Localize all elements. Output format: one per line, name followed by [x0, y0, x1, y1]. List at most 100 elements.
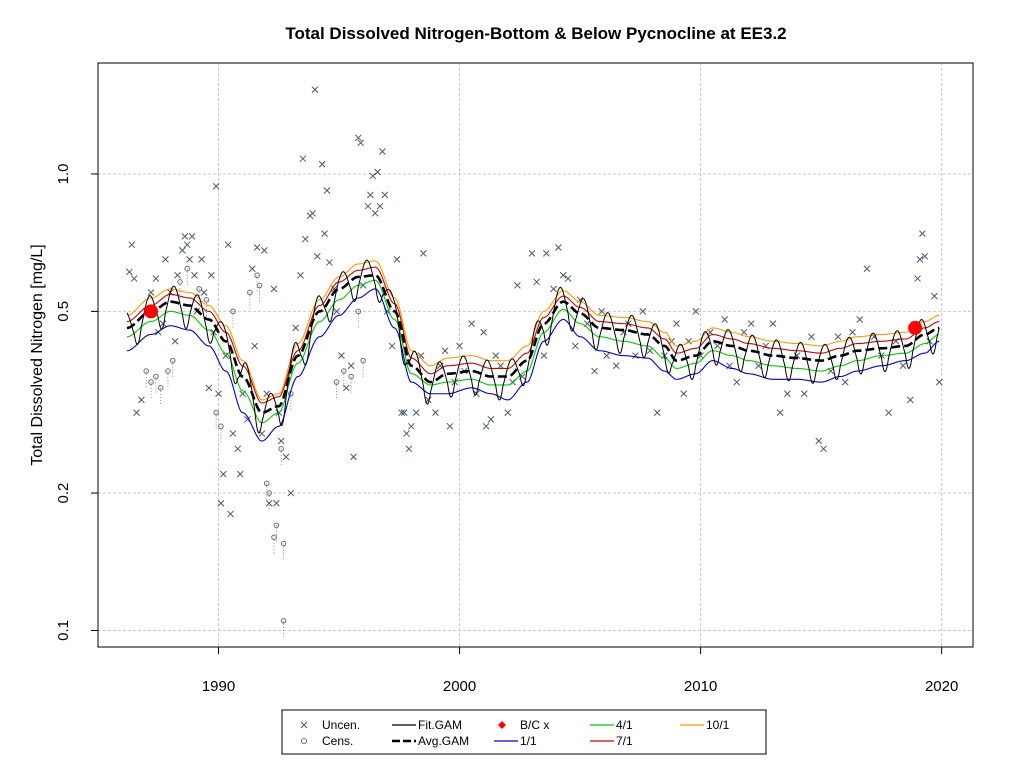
- uncensored-point: [200, 289, 208, 296]
- axes: 1990 2000 2010 2020 0.1 0.2 0.5 1.0: [55, 164, 958, 695]
- series-1-1: [126, 288, 940, 442]
- uncensored-point: [212, 182, 220, 190]
- uncensored-point: [755, 362, 762, 370]
- uncensored-point: [899, 362, 907, 370]
- x-tick-label: 1990: [202, 678, 235, 695]
- uncensored-point: [369, 172, 377, 180]
- legend-label: Uncen.: [322, 718, 360, 732]
- legend-symbol: [300, 721, 308, 729]
- censored-point: [280, 540, 287, 547]
- uncensored-point: [205, 384, 213, 392]
- uncensored-point: [680, 390, 688, 398]
- uncensored-point: [841, 378, 849, 386]
- x-tick-label: 2000: [443, 678, 476, 695]
- uncensored-point: [820, 445, 827, 453]
- uncensored-point: [863, 265, 871, 273]
- uncensored-point: [251, 342, 259, 350]
- uncensored-point: [906, 396, 914, 404]
- legend-label: 10/1: [706, 718, 730, 732]
- uncensored-point: [740, 328, 748, 336]
- uncensored-point: [885, 409, 892, 417]
- legend-label: 7/1: [616, 734, 633, 748]
- uncensored-point: [639, 308, 647, 315]
- uncensored-point: [393, 256, 401, 263]
- uncensored-point: [321, 230, 328, 238]
- uncensored-point: [721, 316, 729, 323]
- legend-symbol: [301, 738, 307, 744]
- uncensored-point: [540, 352, 548, 359]
- censored-point: [213, 409, 219, 416]
- bc-point: [908, 320, 923, 335]
- censored-point: [333, 379, 340, 385]
- uncensored-point: [388, 342, 396, 350]
- uncensored-point: [808, 333, 815, 341]
- x-tick-label: 2020: [925, 678, 958, 695]
- censored-point: [157, 385, 164, 391]
- uncensored-point: [374, 168, 381, 176]
- uncensored-point: [364, 202, 372, 210]
- uncensored-point: [646, 347, 654, 355]
- uncensored-point: [504, 409, 512, 417]
- uncensored-point: [487, 416, 495, 423]
- uncensored-point: [784, 390, 791, 398]
- uncensored-point: [441, 347, 449, 355]
- uncensored-point: [555, 244, 562, 251]
- censored-point: [266, 490, 272, 496]
- y-tick-label: 0.1: [55, 620, 72, 641]
- uncensored-point: [692, 308, 700, 315]
- uncensored-point: [260, 247, 268, 254]
- censored-point: [177, 279, 183, 285]
- censored-point: [196, 286, 203, 292]
- censored-point: [148, 379, 154, 385]
- uncensored-point: [217, 499, 225, 507]
- uncensored-point: [815, 437, 823, 445]
- uncensored-point: [162, 256, 169, 263]
- uncensored-point: [234, 445, 242, 453]
- uncensored-point: [603, 352, 610, 359]
- y-tick-label: 0.5: [55, 301, 72, 322]
- grid-lines: [98, 63, 973, 647]
- uncensored-point: [935, 378, 943, 386]
- uncensored-point: [282, 453, 290, 461]
- uncensored-point: [309, 209, 316, 217]
- uncensored-point: [432, 409, 439, 417]
- uncensored-point: [403, 430, 410, 437]
- legend-symbol: [498, 721, 506, 729]
- uncensored-point: [598, 308, 606, 315]
- uncensored-point: [236, 470, 244, 478]
- uncensored-point: [299, 155, 307, 163]
- legend-label: Fit.GAM: [418, 718, 462, 732]
- uncensored-point: [338, 352, 345, 359]
- uncensored-point: [849, 328, 856, 336]
- censored-point: [360, 357, 366, 364]
- uncensored-point: [542, 249, 550, 257]
- uncensored-point: [265, 499, 273, 507]
- uncensored-point: [350, 453, 357, 461]
- uncensored-point: [612, 362, 620, 370]
- uncensored-point: [931, 292, 938, 300]
- uncensored-point: [376, 202, 384, 210]
- uncensored-point: [301, 235, 309, 243]
- bc-point: [144, 304, 159, 319]
- uncensored-point: [357, 139, 365, 147]
- uncensored-point: [248, 265, 256, 273]
- uncensored-point: [181, 232, 189, 240]
- uncensored-point: [188, 232, 196, 240]
- uncensored-point: [125, 268, 133, 276]
- uncensored-point: [207, 271, 215, 279]
- uncensored-point: [747, 320, 755, 327]
- uncensored-point: [198, 256, 206, 263]
- censored-point: [263, 480, 270, 487]
- uncensored-point: [347, 362, 355, 370]
- legend-box: [281, 709, 767, 755]
- legend-label: 1/1: [520, 734, 537, 748]
- uncensored-point: [528, 249, 536, 257]
- legend-label: B/C x: [520, 718, 549, 732]
- uncensored-point: [408, 422, 415, 430]
- uncensored-point: [533, 278, 541, 286]
- uncensored-point: [919, 230, 926, 238]
- uncensored-point: [480, 328, 488, 336]
- uncensored-point: [564, 275, 572, 282]
